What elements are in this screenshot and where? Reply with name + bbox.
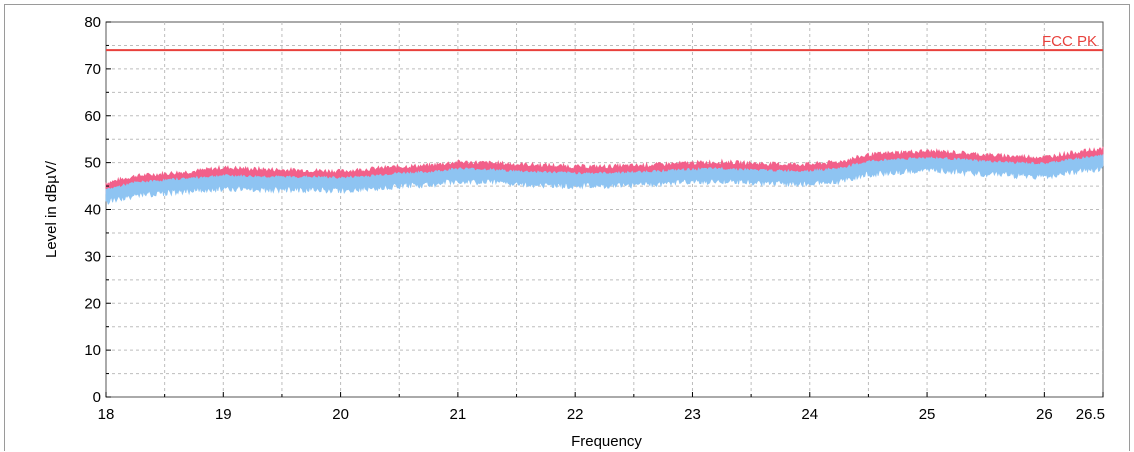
y-axis-ticks: 0 10 20 30 40 50 60 70 80: [84, 14, 111, 406]
x-tick-label: 24: [801, 406, 818, 423]
fcc-pk-label: FCC PK: [1042, 33, 1097, 50]
y-tick-label: 30: [84, 248, 101, 265]
y-tick-label: 60: [84, 108, 101, 125]
x-tick-label: 23: [684, 406, 701, 423]
x-tick-label: 25: [919, 406, 936, 423]
x-tick-label: 26.5: [1076, 406, 1105, 423]
x-axis-title: Frequency: [571, 433, 642, 450]
grid-lines: [106, 22, 1103, 397]
limit-line-group: FCC PK: [106, 33, 1103, 52]
y-tick-label: 0: [93, 389, 101, 406]
average-trace-band: [105, 154, 1104, 206]
chart-frame: [4, 4, 1130, 451]
y-tick-label: 20: [84, 295, 101, 312]
x-tick-label: 26: [1036, 406, 1053, 423]
x-tick-label: 22: [567, 406, 584, 423]
x-tick-label: 21: [450, 406, 467, 423]
traces: [105, 146, 1104, 206]
y-tick-label: 70: [84, 61, 101, 78]
x-tick-label: 18: [98, 406, 115, 423]
y-axis-title: Level in dBµV/: [43, 160, 60, 258]
y-tick-label: 40: [84, 202, 101, 219]
y-tick-label: 50: [84, 155, 101, 172]
y-tick-label: 80: [84, 14, 101, 31]
x-tick-label: 20: [332, 406, 349, 423]
y-tick-label: 10: [84, 342, 101, 359]
x-tick-label: 19: [215, 406, 232, 423]
x-axis-ticks: 18 19 20 21 22 23 24 25 26 26.5: [98, 392, 1105, 423]
